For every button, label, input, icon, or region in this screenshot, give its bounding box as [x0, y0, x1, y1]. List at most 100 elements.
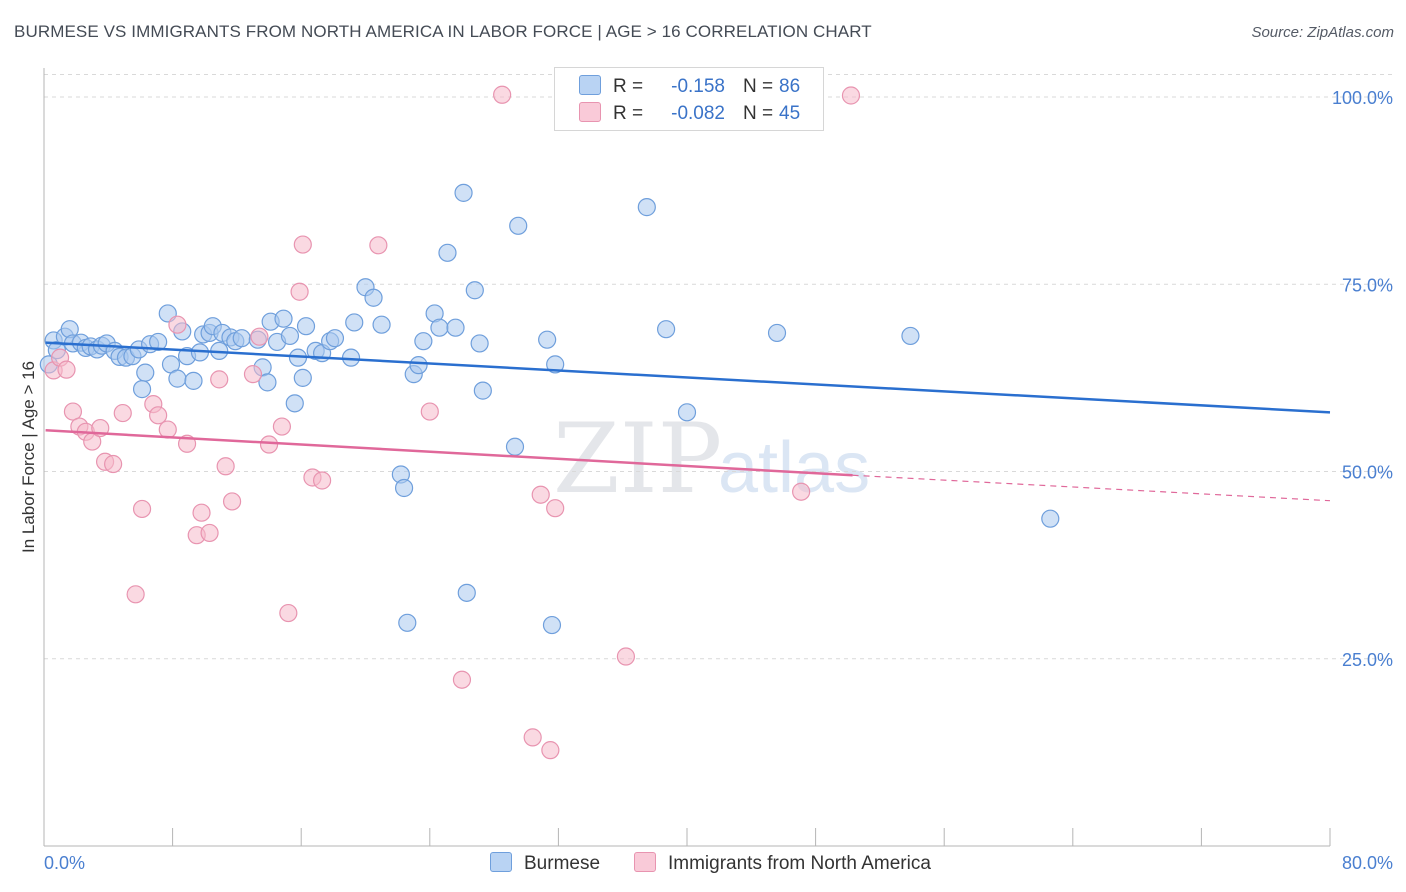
- burmese-point-41: [274, 309, 293, 328]
- immigrants-point-43: [841, 86, 861, 105]
- axes: [43, 68, 1331, 847]
- burmese-point-35: [232, 329, 251, 348]
- burmese-point-42: [280, 326, 300, 346]
- immigrants-point-30: [293, 235, 312, 254]
- immigrants-point-20: [200, 523, 219, 543]
- immigrants-point-2: [57, 360, 76, 379]
- burmese-point-38: [258, 373, 277, 392]
- burmese-point-66: [454, 183, 473, 202]
- immigrants-point-29: [290, 282, 309, 301]
- y-tick-label-25: 25.0%: [1342, 650, 1393, 670]
- immigrants-point-16: [168, 315, 187, 334]
- series-burmese: [39, 183, 1060, 635]
- burmese-point-75: [546, 355, 565, 374]
- burmese-point-70: [473, 381, 492, 400]
- immigrants-point-36: [493, 85, 512, 104]
- immigrants-point-38: [531, 485, 550, 504]
- burmese-point-52: [345, 313, 364, 332]
- trendline-immigrants-extension: [852, 474, 1331, 502]
- burmese-point-64: [438, 243, 457, 262]
- series-legend-swatch-burmese: [490, 852, 512, 872]
- correlation-legend: R = -0.158 N = 86 R = -0.082 N = 45: [554, 67, 824, 131]
- burmese-point-79: [767, 323, 787, 343]
- immigrants-point-11: [126, 585, 145, 604]
- legend-row-immigrants: R = -0.082 N = 45: [579, 102, 800, 126]
- burmese-point-68: [465, 281, 484, 300]
- immigrants-point-37: [523, 728, 542, 747]
- immigrants-point-23: [222, 492, 242, 511]
- immigrants-point-3: [63, 402, 83, 421]
- immigrants-point-14: [149, 406, 168, 425]
- legend-row-burmese: R = -0.158 N = 86: [579, 75, 800, 99]
- burmese-point-55: [372, 315, 391, 334]
- source-label: Source: ZipAtlas.com: [1251, 24, 1394, 41]
- chart-title: BURMESE VS IMMIGRANTS FROM NORTH AMERICA…: [14, 22, 872, 41]
- burmese-point-57: [394, 478, 414, 498]
- immigrants-point-35: [452, 670, 472, 689]
- immigrants-point-33: [369, 236, 388, 255]
- burmese-point-78: [677, 403, 697, 422]
- x-tick-label-max: 80.0%: [1342, 853, 1393, 873]
- burmese-point-51: [341, 348, 361, 367]
- burmese-point-72: [509, 216, 528, 235]
- burmese-point-60: [409, 356, 428, 375]
- gridlines: [44, 74, 1393, 660]
- burmese-point-43: [285, 394, 304, 413]
- burmese-point-58: [398, 613, 417, 632]
- immigrants-point-39: [541, 741, 560, 760]
- legend-r-value-burmese: -0.158: [671, 76, 725, 97]
- burmese-point-61: [414, 332, 433, 351]
- legend-n-value-burmese: 86: [779, 76, 801, 97]
- trendline-immigrants: [45, 429, 853, 477]
- burmese-point-81: [1041, 509, 1060, 528]
- immigrants-point-24: [243, 365, 263, 384]
- series-legend-label-immigrants: Immigrants from North America: [668, 853, 931, 874]
- legend-r-label: R =: [613, 103, 644, 124]
- legend-n-label: N =: [743, 76, 774, 97]
- y-axis-label: In Labor Force | Age > 16: [19, 361, 38, 553]
- burmese-point-20: [149, 332, 168, 352]
- burmese-point-65: [446, 318, 465, 337]
- immigrants-point-22: [216, 457, 235, 476]
- series-legend-immigrants: Immigrants from North America: [634, 852, 931, 875]
- trendlines: [45, 341, 1331, 502]
- series-legend-burmese: Burmese: [490, 852, 600, 875]
- burmese-point-71: [505, 437, 525, 456]
- legend-r-label: R =: [613, 76, 644, 97]
- immigrants-point-32: [312, 471, 332, 490]
- immigrants-point-25: [250, 327, 269, 346]
- immigrants-point-10: [113, 403, 132, 423]
- burmese-point-77: [657, 320, 676, 339]
- immigrants-point-9: [104, 454, 123, 474]
- burmese-point-54: [364, 288, 383, 307]
- burmese-point-80: [901, 326, 920, 346]
- burmese-point-73: [538, 330, 557, 349]
- burmese-point-63: [430, 318, 449, 337]
- burmese-point-69: [470, 334, 489, 353]
- immigrants-point-28: [279, 603, 298, 623]
- watermark: ZIP atlas: [553, 403, 870, 515]
- series-immigrants: [44, 85, 861, 760]
- immigrants-point-21: [210, 370, 229, 389]
- y-tick-label-100: 100.0%: [1332, 88, 1393, 108]
- immigrants-point-12: [132, 499, 152, 519]
- burmese-point-74: [542, 615, 562, 635]
- trendline-burmese: [45, 341, 1331, 414]
- legend-r-value-immigrants: -0.082: [671, 103, 725, 124]
- x-tick-label-min: 0.0%: [44, 853, 85, 873]
- immigrants-point-26: [259, 435, 279, 454]
- burmese-point-50: [325, 329, 345, 348]
- burmese-point-23: [168, 369, 187, 388]
- burmese-point-76: [637, 198, 656, 217]
- burmese-point-46: [296, 317, 316, 336]
- immigrants-point-19: [192, 503, 211, 522]
- y-tick-label-75: 75.0%: [1342, 275, 1393, 295]
- burmese-point-45: [293, 368, 312, 387]
- y-tick-labels: 100.0% 75.0% 50.0% 25.0%: [1332, 88, 1393, 670]
- immigrants-point-41: [616, 647, 636, 666]
- immigrants-point-40: [546, 499, 565, 518]
- series-legend: Burmese Immigrants from North America: [0, 852, 1406, 878]
- immigrants-point-27: [272, 417, 292, 436]
- y-tick-label-50: 50.0%: [1342, 463, 1393, 483]
- burmese-point-67: [457, 583, 476, 602]
